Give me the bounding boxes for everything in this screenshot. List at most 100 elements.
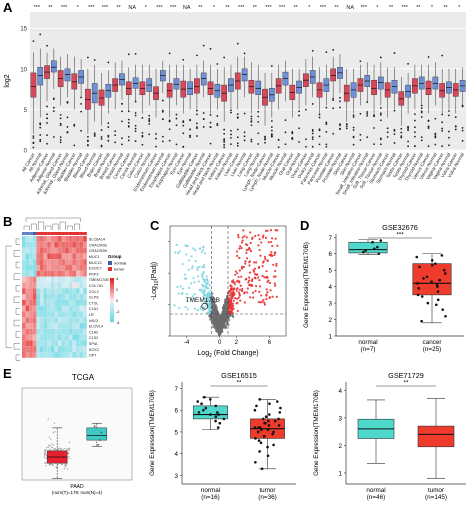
volcano-point — [209, 308, 212, 311]
volcano-point — [251, 237, 254, 240]
heatmap-cell — [32, 328, 37, 335]
outlier-point — [52, 106, 55, 109]
outlier-point — [407, 140, 409, 143]
y-tick-label: 7 — [174, 386, 178, 393]
row-dendrogram — [13, 250, 20, 257]
outlier-point — [209, 142, 212, 145]
volcano-point — [203, 288, 206, 291]
outlier-point — [250, 115, 253, 118]
outlier-point — [202, 44, 205, 47]
volcano-point — [223, 309, 226, 312]
data-point — [44, 453, 46, 456]
heatmap-cell — [72, 241, 76, 248]
heatmap-cell — [61, 270, 66, 277]
volcano-point — [225, 318, 228, 322]
heatmap-cell — [83, 340, 87, 347]
outlier-point — [161, 140, 164, 143]
outlier-point — [339, 106, 341, 109]
heatmap-cell — [61, 241, 66, 248]
significance-label: * — [77, 5, 80, 11]
outlier-point — [168, 52, 171, 55]
volcano-point — [229, 289, 233, 292]
outlier-point — [121, 143, 123, 146]
x-category-label: tumor — [428, 487, 444, 494]
outlier-point — [325, 145, 328, 148]
box — [173, 78, 180, 90]
volcano-point — [235, 250, 239, 253]
outlier-point — [243, 112, 246, 115]
outlier-point — [318, 143, 321, 146]
volcano-point — [199, 305, 202, 308]
outlier-point — [359, 133, 362, 136]
data-point — [48, 464, 51, 466]
volcano-point — [185, 292, 188, 296]
heatmap-cell — [43, 305, 48, 312]
volcano-point — [250, 284, 254, 287]
significance-label: ** — [116, 5, 121, 11]
outlier-point — [93, 59, 96, 61]
heatmap-cell — [68, 299, 73, 306]
heatmap-cell — [47, 288, 51, 294]
volcano-point — [201, 309, 205, 312]
volcano-point — [178, 307, 181, 310]
heatmap-cell — [32, 270, 37, 277]
outlier-point — [127, 136, 130, 138]
outlier-point — [414, 113, 416, 116]
outlier-point — [257, 110, 260, 113]
y-tick-label: 0 — [24, 149, 28, 155]
volcano-point — [211, 315, 215, 319]
outlier-point — [379, 143, 382, 146]
color-scale-cell — [110, 284, 114, 288]
y-tick-label: 3 — [174, 473, 178, 480]
outlier-point — [379, 112, 382, 115]
heatmap-cell — [29, 294, 33, 300]
volcano-point — [229, 294, 233, 297]
heatmap-cell — [79, 352, 84, 358]
outlier-point — [386, 127, 389, 130]
outlier-point — [359, 139, 362, 141]
heatmap-cell — [83, 294, 87, 300]
data-point — [266, 428, 270, 432]
y-axis-label: log2 — [4, 74, 11, 87]
heatmap-cell — [79, 282, 84, 289]
heatmap-cell — [43, 276, 48, 283]
outlier-point — [196, 109, 198, 112]
data-point — [43, 462, 46, 464]
volcano-point — [238, 280, 241, 283]
heatmap-cell — [32, 340, 37, 347]
heatmap-cell — [25, 346, 30, 352]
volcano-point — [232, 279, 235, 282]
heatmap-cell — [29, 317, 33, 323]
column-dendrogram — [52, 223, 59, 230]
outlier-point — [175, 113, 178, 116]
outlier-point — [182, 132, 185, 135]
heatmap-cell — [50, 265, 55, 271]
volcano-point — [261, 265, 264, 268]
outlier-point — [196, 135, 198, 137]
volcano-point — [203, 280, 206, 283]
volcano-point — [241, 267, 244, 270]
data-point — [271, 432, 274, 436]
y-tick-label: 2 — [328, 317, 332, 324]
outlier-point — [223, 56, 226, 59]
outlier-point — [182, 58, 185, 61]
heatmap-cell — [65, 276, 69, 283]
outlier-point — [270, 133, 273, 136]
outlier-point — [345, 123, 348, 126]
y-axis-label: Gene Expression(TMEM170B) — [303, 242, 310, 328]
volcano-point — [241, 239, 244, 242]
heatmap-cell — [22, 253, 26, 260]
heatmap-cell — [54, 305, 58, 312]
outlier-point — [32, 146, 35, 149]
outlier-point — [461, 105, 464, 108]
outlier-point — [107, 135, 110, 138]
heatmap-cell — [36, 265, 40, 271]
volcano-point — [208, 300, 212, 303]
panel-b-heatmap: SLC6A14CRACR2BCRACR2BMUC1MUC13EXOC7PKP3T… — [5, 217, 126, 361]
volcano-point — [252, 296, 255, 299]
outlier-point — [216, 115, 219, 117]
outlier-point — [202, 126, 205, 128]
heatmap-cell — [65, 323, 69, 329]
row-dendrogram — [15, 261, 20, 269]
heatmap-cell — [29, 282, 33, 289]
